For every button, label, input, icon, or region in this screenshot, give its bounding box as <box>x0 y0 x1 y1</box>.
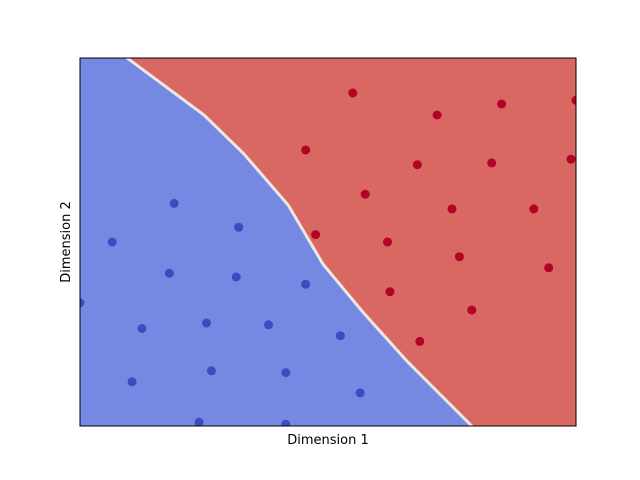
data-point-series-1-8 <box>202 318 211 328</box>
data-point-series-2-3 <box>432 110 442 120</box>
data-point-series-1-16 <box>194 417 204 426</box>
data-point-series-1-14 <box>281 368 291 378</box>
data-point-series-2-15 <box>544 263 554 273</box>
data-point-series-1-9 <box>264 320 273 330</box>
data-point-series-2-2 <box>497 99 507 109</box>
data-point-series-2-13 <box>383 237 392 247</box>
data-point-series-1-10 <box>137 324 147 333</box>
y-axis-label: Dimension 2 <box>59 201 74 283</box>
data-point-series-1-4 <box>234 222 244 232</box>
data-point-series-2-18 <box>415 336 425 346</box>
data-point-series-2-17 <box>467 305 477 315</box>
data-point-series-1-11 <box>335 331 345 341</box>
decision-region-left <box>80 58 472 426</box>
data-point-series-1-17 <box>281 419 291 426</box>
data-point-series-2-1 <box>348 88 358 98</box>
data-point-series-2-6 <box>412 160 422 170</box>
data-point-series-2-14 <box>454 252 464 262</box>
data-point-series-2-7 <box>487 158 497 168</box>
data-point-series-1-5 <box>164 268 174 278</box>
data-point-series-2-10 <box>447 204 457 214</box>
data-point-series-2-12 <box>311 230 321 240</box>
data-point-series-1-7 <box>301 279 311 289</box>
x-axis-label: Dimension 1 <box>287 433 369 448</box>
data-point-series-2-4 <box>571 95 576 105</box>
data-point-series-2-5 <box>301 145 311 155</box>
axes-frame <box>79 57 577 427</box>
decision-boundary <box>126 58 473 426</box>
data-point-series-2-9 <box>360 189 370 199</box>
data-points <box>80 88 576 426</box>
data-point-series-1-12 <box>127 377 137 387</box>
plot-area <box>79 57 577 427</box>
decision-region-right <box>127 58 576 426</box>
data-point-series-2-11 <box>529 204 539 214</box>
data-point-series-2-16 <box>385 287 395 297</box>
data-point-series-1-1 <box>80 298 85 308</box>
data-point-series-1-2 <box>107 237 117 247</box>
data-point-series-1-6 <box>231 272 241 282</box>
data-point-series-1-3 <box>169 198 179 208</box>
data-point-series-2-8 <box>566 154 576 164</box>
data-point-series-1-13 <box>206 366 216 376</box>
data-point-series-1-15 <box>355 388 365 398</box>
